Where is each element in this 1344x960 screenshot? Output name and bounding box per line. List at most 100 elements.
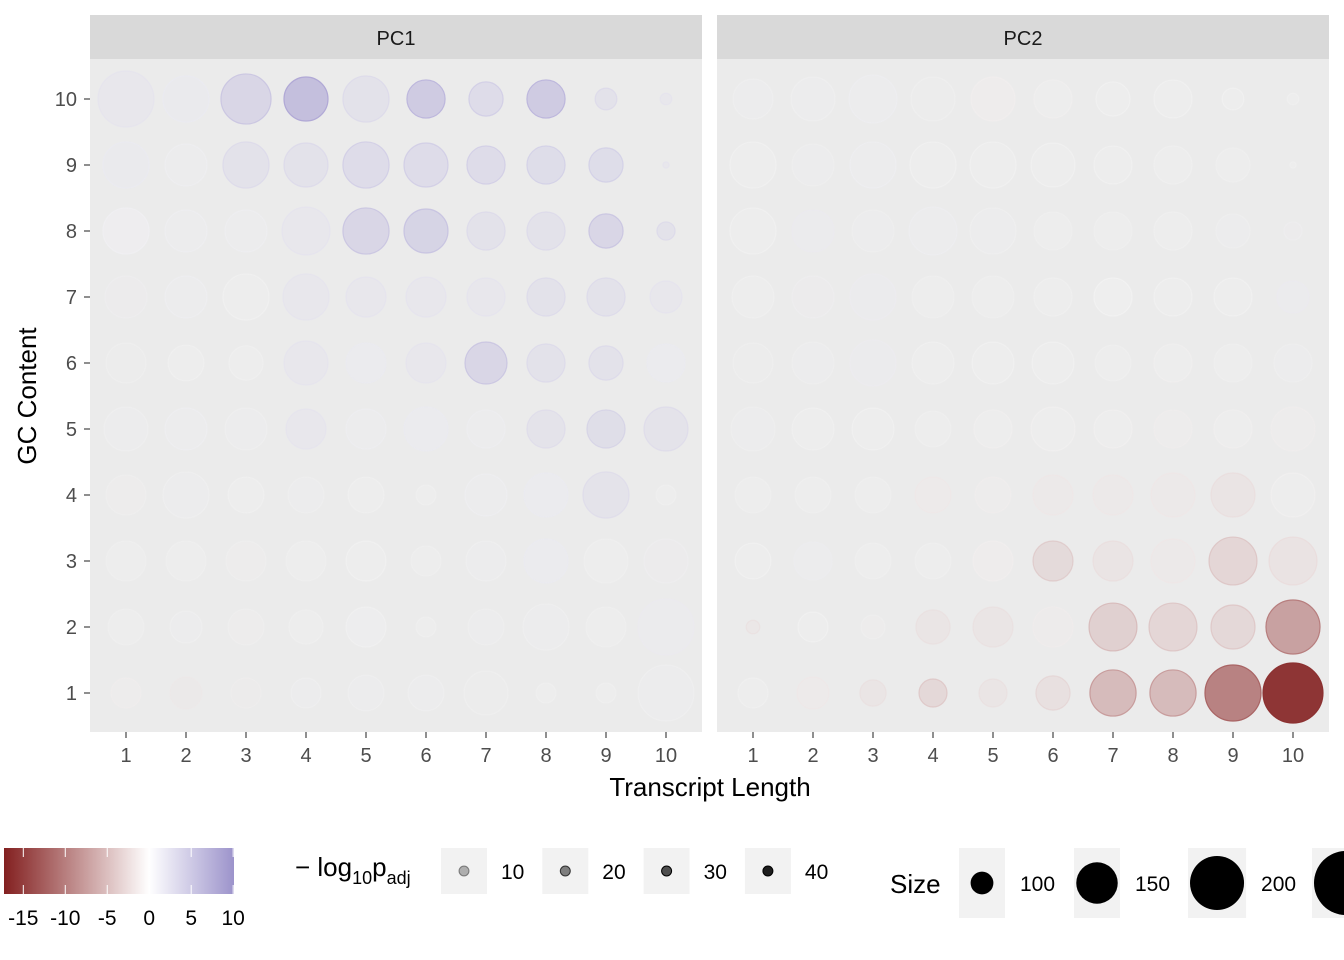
bubble-point xyxy=(283,142,329,188)
bubble-point xyxy=(466,409,506,449)
bubble-point xyxy=(222,141,270,189)
bubble-point xyxy=(583,538,629,584)
alpha-legend-label: 40 xyxy=(805,861,828,884)
size-legend-label: 100 xyxy=(1020,873,1055,896)
bubble-point xyxy=(791,341,835,385)
bubble-point xyxy=(464,341,508,385)
bubble-point xyxy=(347,476,385,514)
bubble-point xyxy=(737,677,769,709)
y-tick-label: 8 xyxy=(66,221,77,243)
bubble-point xyxy=(345,540,387,582)
alpha-legend-key xyxy=(441,848,487,894)
bubble-point xyxy=(1215,213,1251,249)
bubble-point xyxy=(523,538,569,584)
bubble-point xyxy=(105,474,147,516)
bubble-point xyxy=(1092,540,1134,582)
bubble-point xyxy=(230,677,262,709)
color-bar-label: 5 xyxy=(185,907,197,930)
color-bar-label: 0 xyxy=(143,907,155,930)
bubble-point xyxy=(224,209,268,253)
bubble-point xyxy=(169,610,203,644)
bubble-point xyxy=(970,76,1016,122)
bubble-point xyxy=(908,206,958,256)
bubble-point xyxy=(854,476,892,514)
x-tick-label: 7 xyxy=(1107,745,1118,767)
bubble-point xyxy=(403,208,449,254)
bubble-point xyxy=(1035,675,1071,711)
bubble-point xyxy=(464,473,508,517)
x-tick-label: 2 xyxy=(180,745,191,767)
size-legend-point xyxy=(970,871,994,895)
bubble-point xyxy=(918,678,948,708)
bubble-point xyxy=(405,342,447,384)
bubble-point xyxy=(105,342,147,384)
bubble-point xyxy=(1270,472,1316,518)
bubble-point xyxy=(342,207,390,255)
bubble-point xyxy=(1276,280,1310,314)
bubble-point xyxy=(1149,669,1197,717)
color-bar-label: -5 xyxy=(98,907,117,930)
bubble-point xyxy=(1094,344,1132,382)
bubble-point xyxy=(730,406,776,452)
bubble-point xyxy=(287,476,325,514)
x-tick-label: 10 xyxy=(655,745,677,767)
y-tick-label: 6 xyxy=(66,353,77,375)
bubble-point xyxy=(1213,343,1253,383)
bubble-point xyxy=(97,70,155,128)
alpha-legend-label: 30 xyxy=(704,861,727,884)
axes: 1 2 3 4 5 6 7 8 9 10 1 2 3 4 5 6 7 8 9 10 1 2 3 4 5 6 7 8 9 10 xyxy=(55,89,1304,767)
bubble-point xyxy=(164,407,208,451)
y-tick-label: 9 xyxy=(66,155,77,177)
bubble-point xyxy=(588,147,624,183)
color-bar xyxy=(4,848,234,894)
bubble-point xyxy=(732,78,774,120)
bubble-point xyxy=(403,406,449,452)
x-tick-label: 3 xyxy=(867,745,878,767)
bubble-point xyxy=(1148,602,1198,652)
bubble-point xyxy=(526,277,566,317)
x-tick-label: 6 xyxy=(1047,745,1058,767)
bubble-point xyxy=(406,79,446,119)
bubble-point xyxy=(1213,277,1253,317)
bubble-point xyxy=(467,608,505,646)
bubble-point xyxy=(526,409,566,449)
strip-background-pc2 xyxy=(717,15,1329,59)
bubble-point xyxy=(167,344,205,382)
bubble-point xyxy=(281,206,331,256)
bubble-point xyxy=(974,476,1012,514)
bubble-point xyxy=(407,674,445,712)
bubble-point xyxy=(849,141,897,189)
bubble-point xyxy=(403,142,449,188)
x-tick-label: 2 xyxy=(807,745,818,767)
bubble-point xyxy=(220,73,272,125)
bubble-point xyxy=(791,275,835,319)
bubble-point xyxy=(162,471,210,519)
size-legend-label: 200 xyxy=(1261,873,1296,896)
x-axis-title: Transcript Length xyxy=(609,772,810,802)
size-legend-point xyxy=(1314,850,1344,916)
bubble-point xyxy=(463,670,509,716)
x-tick-label: 9 xyxy=(600,745,611,767)
bubble-point xyxy=(851,209,895,253)
bubble-point xyxy=(854,542,892,580)
bubble-point xyxy=(468,81,504,117)
bubble-point xyxy=(637,598,695,656)
bubble-point xyxy=(969,141,1017,189)
bubble-point xyxy=(169,676,203,710)
bubble-point xyxy=(911,275,955,319)
bubble-point xyxy=(972,606,1014,648)
alpha-legend-title-sub: 10 xyxy=(352,868,372,888)
bubble-point xyxy=(523,472,569,518)
bubble-point xyxy=(102,207,150,255)
bubble-point xyxy=(347,674,385,712)
bubble-point xyxy=(971,275,1015,319)
bubble-point xyxy=(288,609,324,645)
size-legend-label: 150 xyxy=(1135,873,1170,896)
bubble-point xyxy=(643,406,689,452)
bubble-point xyxy=(522,603,570,651)
alpha-legend: 10 20 30 40 xyxy=(441,848,828,894)
bubble-point xyxy=(594,87,618,111)
bubble-point xyxy=(909,141,957,189)
x-tick-label: 4 xyxy=(300,745,311,767)
color-bar-ticks: -15 -10 -5 0 5 10 xyxy=(8,848,245,930)
